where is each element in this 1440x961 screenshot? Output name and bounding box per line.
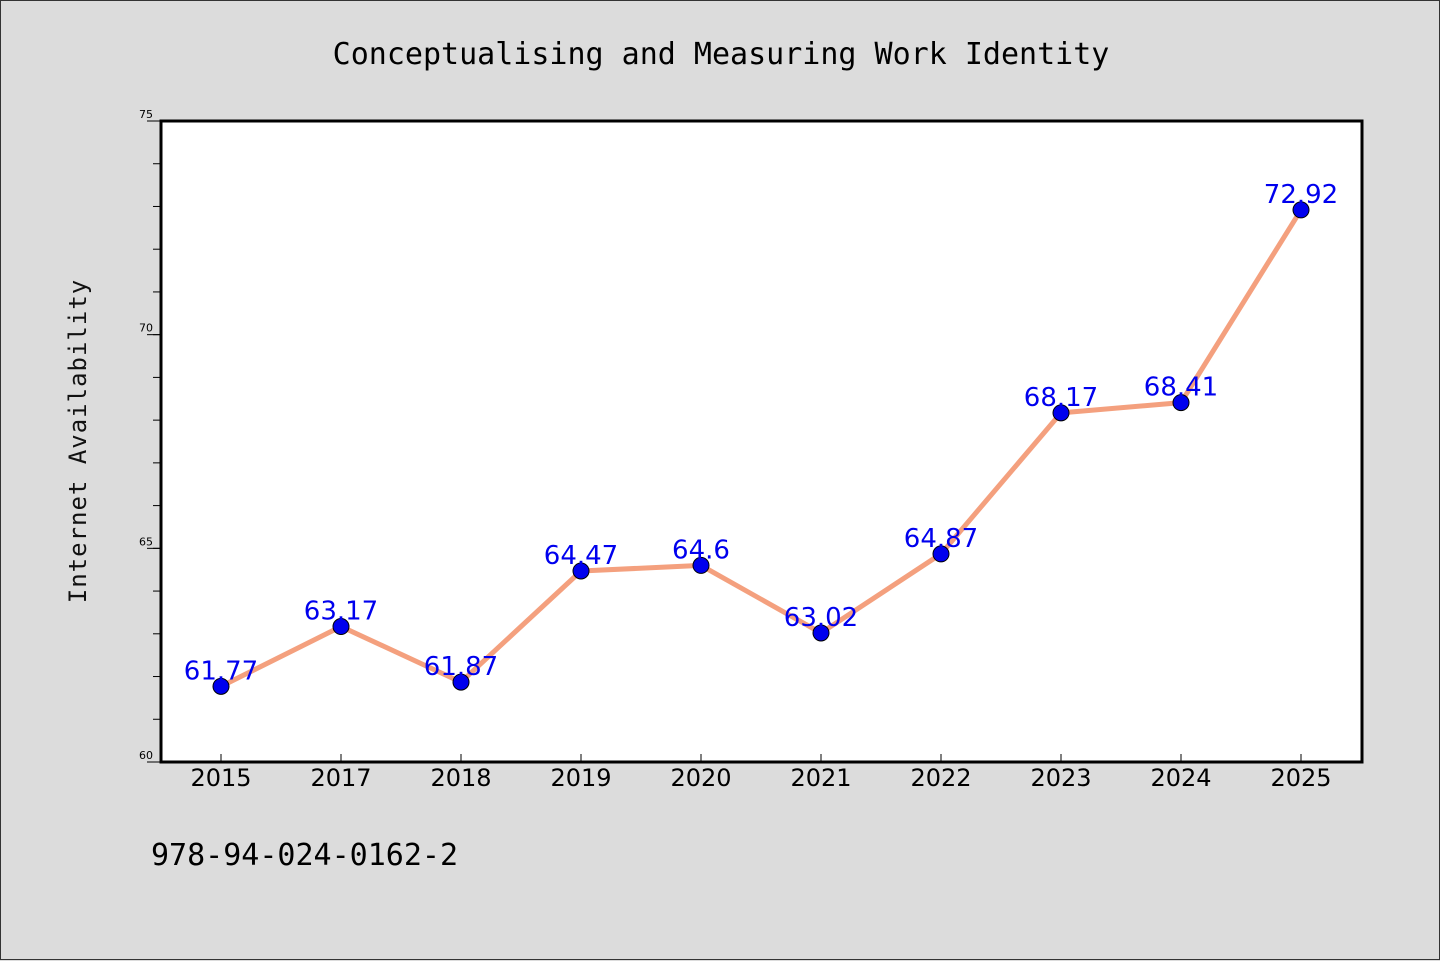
- data-point: [1052, 404, 1070, 422]
- x-tick-label: 2018: [430, 764, 491, 792]
- series-line: [219, 208, 1304, 689]
- plot-area: [159, 119, 1364, 764]
- data-label: 68.17: [1024, 383, 1098, 413]
- data-point: [1292, 201, 1310, 219]
- data-label: 64.47: [544, 541, 618, 571]
- data-label: 64.87: [904, 524, 978, 554]
- x-tick-label: 2022: [910, 764, 971, 792]
- data-label: 61.77: [184, 656, 258, 686]
- data-point: [212, 677, 230, 695]
- chart-title: Conceptualising and Measuring Work Ident…: [333, 37, 1110, 72]
- series-line-group: [219, 208, 1304, 689]
- x-tick-label: 2024: [1150, 764, 1211, 792]
- data-point: [812, 624, 830, 642]
- y-tick-label: 70: [139, 322, 153, 335]
- data-label: 63.02: [784, 603, 858, 633]
- data-point: [692, 556, 710, 574]
- x-tick-label: 2021: [790, 764, 851, 792]
- data-label: 61.87: [424, 652, 498, 682]
- x-axis-ticks: 2015 2017 2018 2019 2020 2021 2022 2023 2024 2025: [190, 754, 1332, 792]
- x-tick-label: 2020: [670, 764, 731, 792]
- y-tick-label: 60: [139, 749, 153, 762]
- data-label: 64.6: [672, 535, 730, 565]
- data-label: 63.17: [304, 597, 378, 627]
- data-point: [1172, 394, 1190, 412]
- x-tick-label: 2025: [1270, 764, 1331, 792]
- data-point: [932, 545, 950, 563]
- x-tick-label: 2017: [310, 764, 371, 792]
- footer-code: 978-94-024-0162-2: [151, 838, 458, 873]
- x-tick-label: 2019: [550, 764, 611, 792]
- data-point: [572, 562, 590, 580]
- data-labels-group: 61.77 63.17 61.87 64.47 64.6 63.02 64.87 68.17 6…: [184, 180, 1338, 686]
- x-tick-label: 2015: [190, 764, 251, 792]
- y-tick-label: 75: [139, 108, 153, 121]
- y-axis-ticks: 60 65 70 75: [139, 108, 161, 763]
- data-point: [332, 618, 350, 636]
- data-point: [452, 673, 470, 691]
- y-axis-label: Internet Availability: [64, 279, 92, 603]
- data-label: 68.41: [1144, 373, 1218, 403]
- x-tick-label: 2023: [1030, 764, 1091, 792]
- y-tick-label: 65: [139, 535, 153, 548]
- markers-group: [212, 201, 1310, 695]
- data-label: 72.92: [1264, 180, 1338, 210]
